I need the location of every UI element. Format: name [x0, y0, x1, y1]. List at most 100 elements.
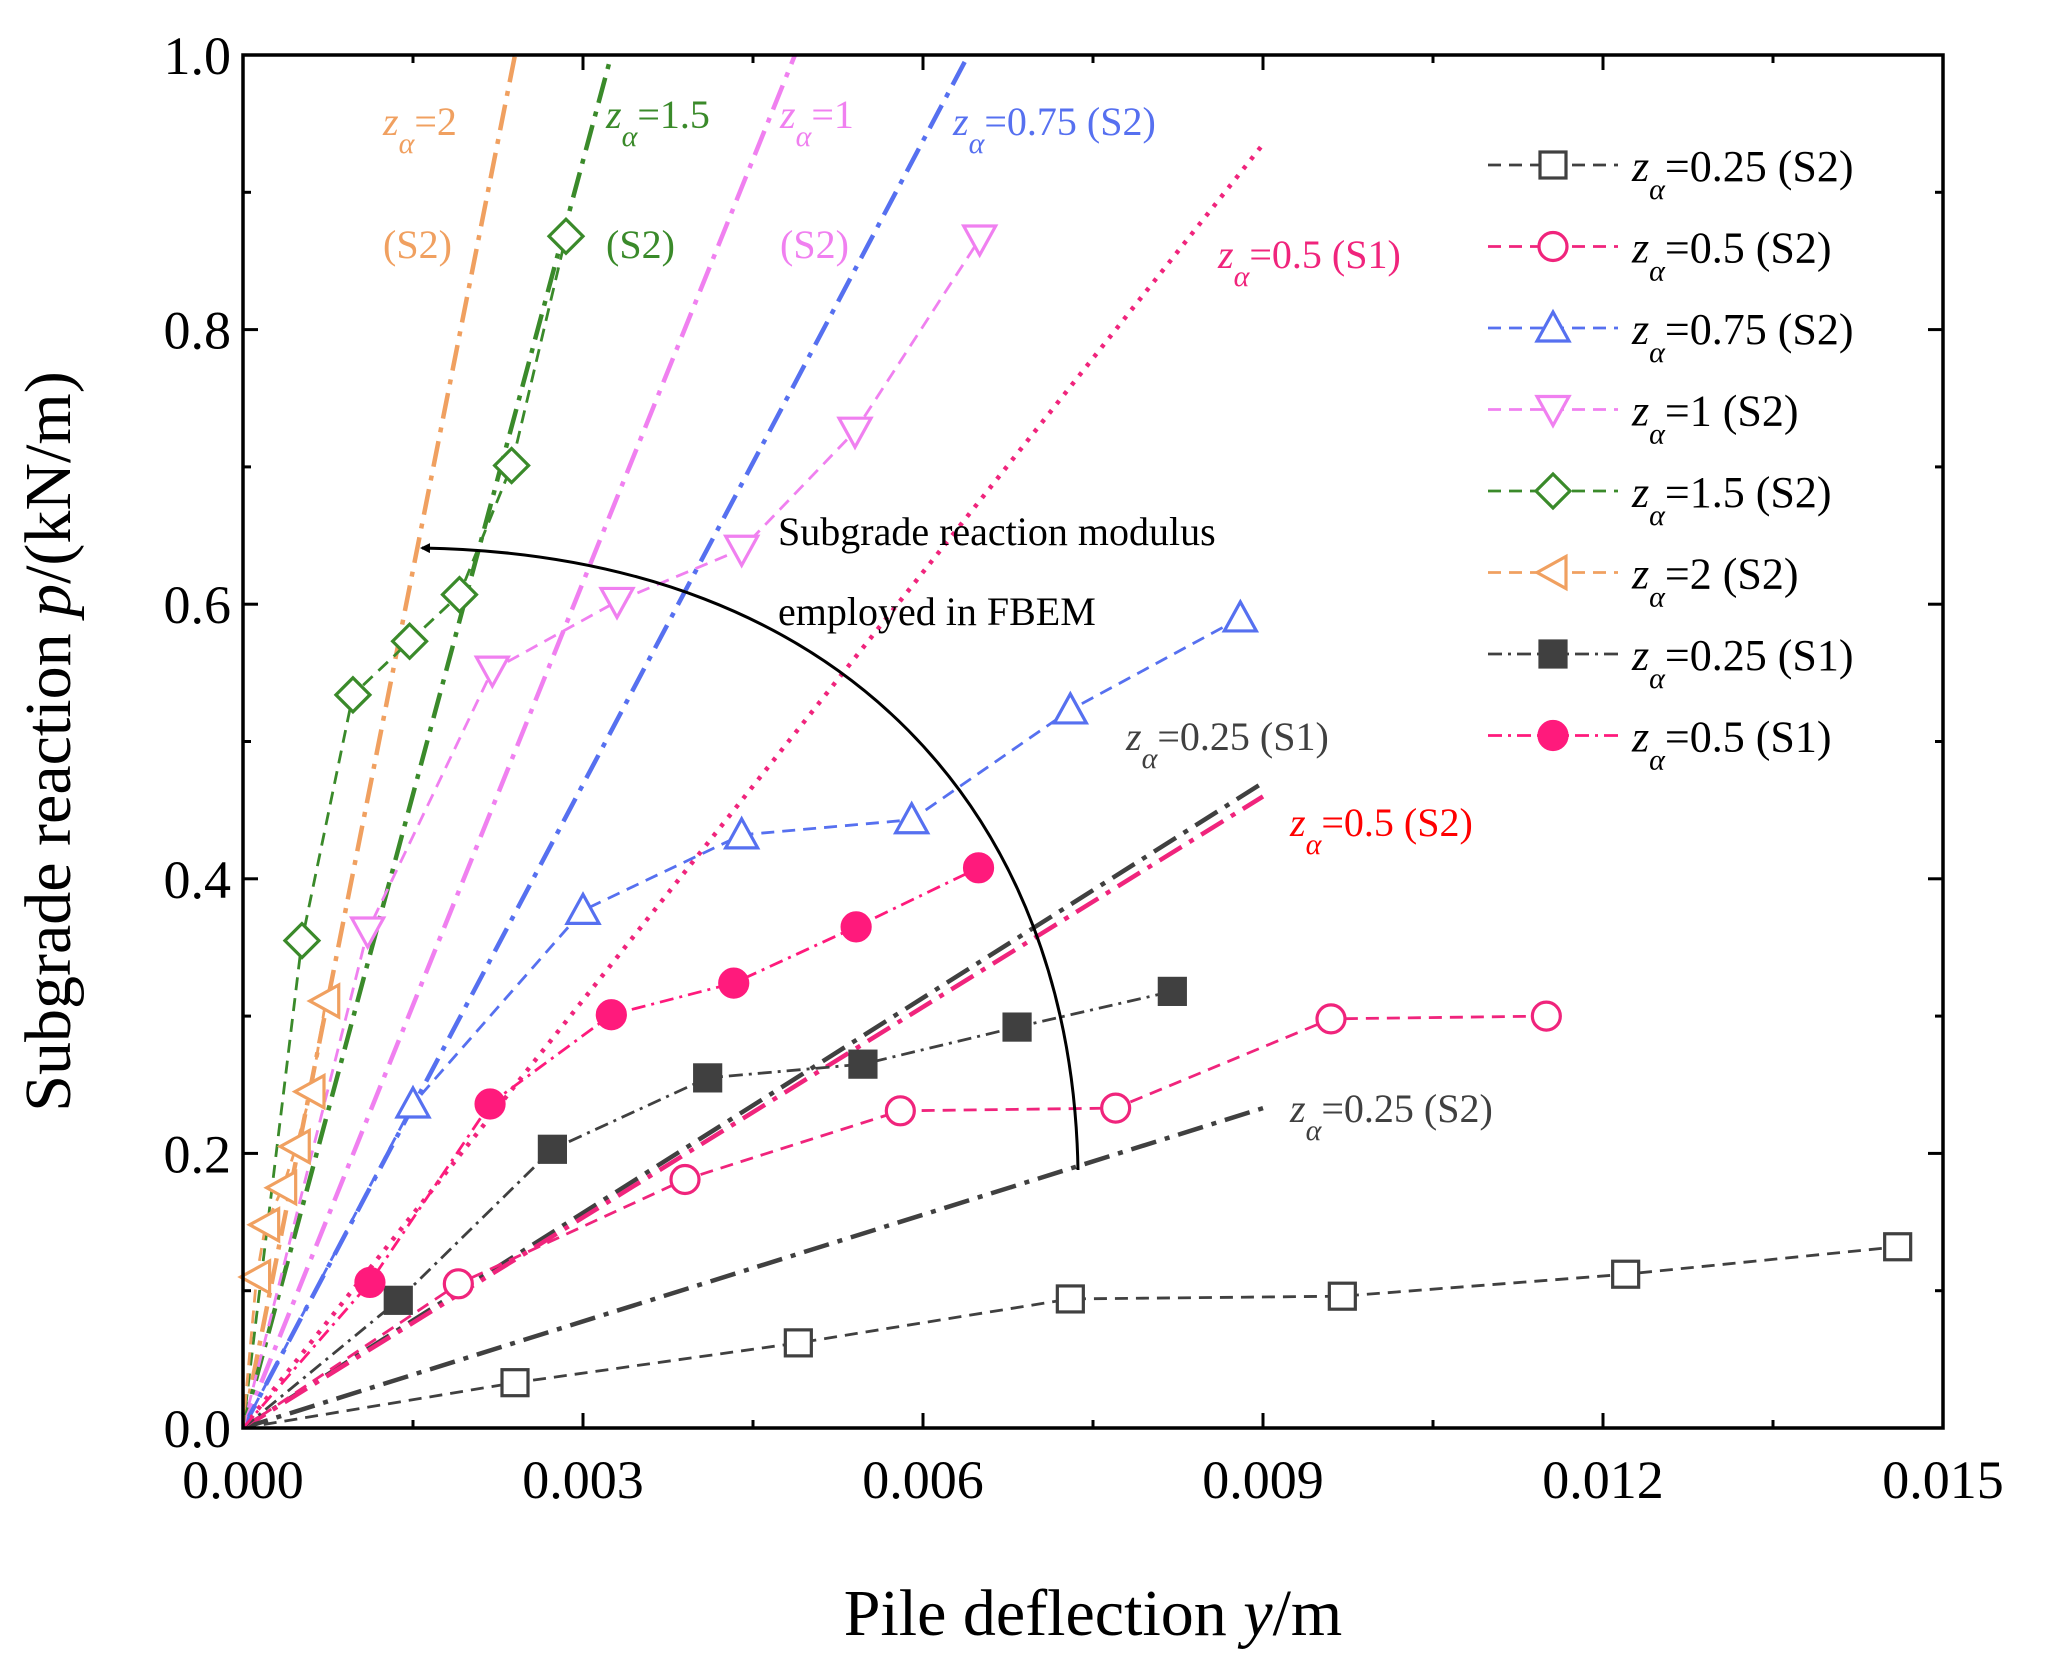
data-point	[884, 1095, 916, 1127]
legend-marker	[1538, 639, 1568, 669]
data-point	[394, 1084, 432, 1119]
y-axis-title: Subgrade reaction p/(kN/m)	[12, 371, 85, 1111]
fit-za-0.5-s2	[243, 794, 1265, 1428]
data-point	[595, 999, 627, 1031]
data-point	[306, 982, 341, 1020]
series-2	[242, 1000, 1562, 1430]
data-point	[440, 575, 479, 614]
arc-annotation-line2: employed in FBEM	[778, 589, 1096, 634]
data-point	[276, 1127, 311, 1166]
x-axis-title: Pile deflection y/m	[844, 1577, 1343, 1650]
data-point	[263, 1169, 298, 1207]
x-tick-label: 0.006	[862, 1450, 984, 1510]
series-7	[242, 976, 1187, 1430]
data-point	[669, 1163, 701, 1196]
data-point	[246, 1206, 281, 1244]
ann-fit-za-1.5: zα=1.5	[605, 92, 710, 153]
x-tick-label: 0.015	[1882, 1450, 2004, 1510]
legend-label: zα=0.25 (S1)	[1631, 631, 1853, 695]
modulus-arc-annotation: Subgrade reaction modulus employed in FBE…	[420, 509, 1216, 1171]
legend-label: zα=2 (S2)	[1631, 550, 1798, 614]
data-point	[718, 967, 750, 999]
legend-item-1: zα=0.25 (S2)	[1488, 142, 1853, 206]
ann-fit-za-2: zα=2	[382, 99, 457, 160]
data-series	[237, 216, 1913, 1430]
data-point	[848, 1049, 878, 1079]
data-point	[500, 1368, 530, 1398]
data-point	[1221, 598, 1260, 633]
ann-fit-za-0.5-s1: zα=0.5 (S1)	[1217, 232, 1401, 293]
y-tick-label: 0.8	[164, 301, 232, 361]
data-point	[722, 534, 761, 569]
ann-fit-za-1: zα=1	[779, 92, 854, 153]
y-tick-label: 0.2	[164, 1124, 232, 1184]
x-tick-label: 0.012	[1542, 1450, 1664, 1510]
data-point	[836, 416, 874, 451]
axes	[241, 53, 1945, 1430]
data-point	[1055, 1284, 1085, 1314]
tick-labels: 0.000 0.003 0.006 0.009 0.012 0.015 0.0 0.2 0.4 0…	[164, 26, 2004, 1510]
data-point	[291, 1072, 326, 1111]
legend-item-6: zα=2 (S2)	[1488, 550, 1798, 614]
data-point	[348, 916, 387, 951]
legend-item-4: zα=1 (S2)	[1488, 387, 1798, 451]
data-point	[546, 216, 586, 256]
data-point	[473, 655, 512, 690]
data-point	[840, 911, 872, 943]
ann-fit-za-2-case: (S2)	[383, 222, 452, 267]
data-point	[1530, 1000, 1562, 1032]
series-4	[241, 224, 999, 1429]
data-point	[1327, 1281, 1357, 1311]
legend-label: zα=0.5 (S2)	[1631, 224, 1831, 288]
legend-label: zα=0.5 (S1)	[1631, 713, 1831, 777]
data-point	[1157, 976, 1187, 1006]
data-point	[1315, 1003, 1347, 1035]
ann-fit-za-0.25-s1: zα=0.25 (S1)	[1125, 714, 1329, 775]
legend-marker	[1538, 150, 1568, 180]
ann-fit-za-1-case: (S2)	[780, 222, 849, 267]
legend-item-5: zα=1.5 (S2)	[1488, 468, 1831, 532]
fit-za-1.5-s2	[243, 55, 614, 1428]
data-point	[354, 1266, 386, 1299]
x-tick-label: 0.000	[182, 1450, 304, 1510]
legend-label: zα=0.75 (S2)	[1631, 305, 1853, 369]
legend-label: zα=0.25 (S2)	[1631, 142, 1853, 206]
y-tick-label: 1.0	[164, 26, 232, 86]
data-point	[1611, 1259, 1641, 1289]
legend-marker	[1537, 230, 1569, 263]
legend-marker	[1533, 553, 1568, 592]
data-point	[598, 586, 636, 621]
data-point	[892, 800, 931, 835]
legend-marker	[1537, 719, 1569, 752]
data-point	[722, 815, 761, 850]
y-tick-label: 0.4	[164, 850, 232, 910]
x-tick-label: 0.009	[1202, 1450, 1324, 1510]
ann-fit-za-0.75: zα=0.75 (S2)	[952, 99, 1156, 160]
x-tick-label: 0.003	[522, 1450, 644, 1510]
y-tick-label: 0.0	[164, 1399, 232, 1459]
data-point	[390, 622, 429, 661]
legend-item-7: zα=0.25 (S1)	[1488, 631, 1853, 695]
ann-fit-za-1.5-case: (S2)	[606, 222, 675, 267]
data-point	[693, 1063, 723, 1093]
y-tick-label: 0.6	[164, 575, 232, 635]
legend-label: zα=1 (S2)	[1631, 387, 1798, 451]
legend-marker	[1533, 471, 1573, 511]
fit-za-0.25-s2	[243, 1105, 1264, 1428]
data-point	[492, 446, 531, 485]
data-point	[333, 675, 373, 715]
series-6	[237, 982, 341, 1429]
legend-item-8: zα=0.5 (S1)	[1488, 713, 1831, 777]
ann-fit-za-0.25-s2: zα=0.25 (S2)	[1289, 1086, 1493, 1147]
data-point	[442, 1268, 474, 1300]
ann-fit-za-0.5-s2: zα=0.5 (S2)	[1289, 800, 1473, 861]
axis-titles: Pile deflection y/m Subgrade reaction p/(…	[12, 371, 1342, 1650]
legend-item-3: zα=0.75 (S2)	[1488, 305, 1853, 369]
legend: zα=0.25 (S2) zα=0.5 (S2) zα=0.75 (S2) zα=1 …	[1488, 142, 1853, 777]
data-point	[1002, 1012, 1032, 1042]
data-point	[537, 1134, 568, 1164]
modulus-arc-arrow	[420, 543, 1080, 1171]
line-annotations: zα=2 (S2) zα=1.5 (S2) zα=1 (S2) zα=0.75 (S2) zα…	[382, 92, 1493, 1147]
series-8	[241, 852, 995, 1429]
